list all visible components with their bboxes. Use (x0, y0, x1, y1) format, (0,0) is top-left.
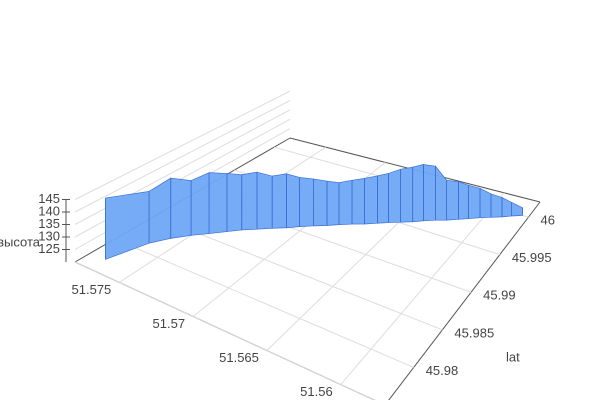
ribbon-wall (190, 172, 210, 236)
z-tick-label: 145 (38, 191, 60, 206)
y-axis-title: lat (506, 349, 520, 364)
ribbon-wall (338, 179, 353, 225)
ribbon-wall (351, 178, 365, 225)
y-tick-label: 45.99 (483, 288, 516, 303)
ribbon-wall (423, 164, 436, 222)
grid-line (154, 215, 443, 331)
x-tick-label: 51.565 (219, 350, 259, 365)
ribbon-wall (299, 176, 314, 227)
grid-line (74, 90, 291, 200)
y-tick-label: 45.985 (454, 325, 494, 340)
ribbon-wall (364, 175, 378, 225)
ribbon-wall (105, 190, 150, 260)
ribbon-wall (412, 164, 424, 223)
x-tick-label: 51.57 (153, 316, 186, 331)
ribbon-wall (208, 172, 228, 234)
ribbon-wall (400, 166, 414, 223)
ribbon-wall (256, 171, 273, 230)
ribbon-wall (467, 184, 481, 220)
grid-line (74, 100, 291, 213)
ribbon-wall (271, 173, 287, 229)
x-tick-label: 51.56 (300, 384, 333, 399)
ribbon-wall (435, 165, 447, 221)
ribbon-wall (490, 193, 503, 218)
z-tick-label: 130 (38, 228, 60, 243)
ribbon-wall (388, 168, 401, 223)
ribbon-wall (226, 173, 243, 232)
y-tick-label: 46 (541, 212, 555, 227)
z-tick-label: 140 (38, 203, 60, 218)
ribbon-wall (286, 173, 300, 229)
ribbon-wall (377, 173, 389, 224)
ribbon-wall (446, 179, 459, 221)
floor-edge (388, 201, 541, 400)
ribbon-wall (170, 177, 192, 239)
grid-line (340, 192, 505, 385)
z-tick-label: 125 (38, 241, 60, 256)
ribbon-wall (458, 181, 469, 220)
ribbon-wall (501, 196, 512, 218)
z-tick-label: 135 (38, 216, 60, 231)
floor-edge (74, 261, 376, 400)
ribbon-wall (148, 177, 172, 244)
grid-line (114, 238, 414, 368)
ribbon-wall (511, 201, 523, 217)
grid-line (74, 261, 376, 400)
ribbon-wall (326, 180, 340, 226)
x-tick-label: 51.575 (72, 282, 112, 297)
ribbon-wall (241, 171, 258, 231)
z-axis-title: высота (0, 234, 41, 249)
y-tick-label: 45.995 (512, 250, 552, 265)
ribbon-wall (479, 187, 492, 219)
y-tick-label: 45.98 (426, 363, 459, 378)
ribbon-wall (313, 178, 328, 227)
